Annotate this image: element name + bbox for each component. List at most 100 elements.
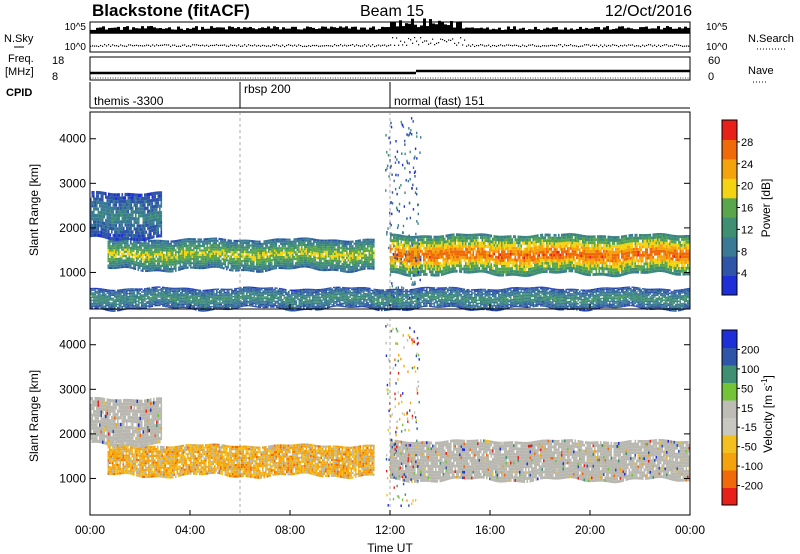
heatmap-cell (531, 235, 533, 239)
heatmap-cell (166, 265, 168, 268)
heatmap-cell (182, 247, 185, 250)
heatmap-cell (248, 244, 251, 247)
heatmap-cell (526, 235, 529, 239)
heatmap-cell (350, 240, 353, 243)
heatmap-cell (230, 246, 233, 249)
noise-sky-bar (528, 29, 531, 33)
heatmap-cell (143, 246, 146, 250)
heatmap-cell (445, 263, 448, 267)
heatmap-cell (442, 258, 445, 262)
heatmap-cell (597, 261, 599, 265)
noise-search-dot (422, 41, 424, 43)
heatmap-cell (465, 264, 467, 268)
heatmap-cell (112, 251, 114, 254)
heatmap-cell (462, 233, 464, 237)
noise-sky-bar (252, 28, 255, 33)
heatmap-cell (454, 252, 457, 256)
heatmap-cell (229, 250, 231, 254)
noise-search-dot (286, 44, 288, 47)
heatmap-cell (412, 253, 415, 257)
heatmap-cell (546, 241, 548, 245)
heatmap-cell (510, 235, 512, 239)
heatmap-cell (606, 267, 608, 271)
heatmap-cell (481, 258, 484, 262)
heatmap-cell (310, 259, 312, 262)
heatmap-cell (361, 254, 363, 257)
heatmap-cell (358, 262, 360, 265)
heatmap-cell (296, 244, 299, 247)
heatmap-cell (621, 250, 623, 253)
heatmap-cell (414, 253, 416, 257)
heatmap-cell (232, 244, 234, 247)
heatmap-cell (251, 249, 254, 252)
heatmap-cell (301, 261, 303, 264)
noise-sky-bar (447, 25, 450, 33)
heatmap-cell (158, 257, 161, 261)
noise-sky-bar (300, 29, 303, 33)
heatmap-cell (242, 268, 245, 272)
heatmap-cell (305, 250, 308, 253)
heatmap-cell (343, 263, 345, 266)
heatmap-cell (232, 242, 234, 245)
heatmap-cell (212, 241, 215, 245)
heatmap-cell (604, 264, 607, 268)
heatmap-cell (233, 260, 236, 263)
heatmap-cell (556, 248, 559, 251)
heatmap-cell (259, 263, 261, 266)
heatmap-cell (459, 239, 461, 242)
freq-tick-right-bottom: 0 (708, 71, 714, 83)
heatmap-cell (429, 252, 431, 256)
heatmap-cell (562, 244, 565, 248)
heatmap-cell (277, 238, 279, 241)
noise-search-dot (240, 45, 242, 47)
heatmap-cell (493, 261, 496, 265)
heatmap-cell (340, 255, 342, 259)
heatmap-cell (496, 273, 499, 277)
heatmap-cell (451, 261, 454, 265)
heatmap-cell (269, 248, 272, 251)
heatmap-cell (507, 241, 509, 245)
heatmap-cell (224, 245, 227, 248)
heatmap-cell (456, 264, 458, 267)
heatmap-cell (119, 261, 122, 265)
heatmap-cell (146, 242, 149, 245)
heatmap-cell (275, 249, 278, 252)
heatmap-cell (430, 252, 433, 256)
heatmap-cell (113, 262, 116, 265)
heatmap-cell (555, 262, 557, 266)
heatmap-cell (215, 263, 218, 266)
noise-search-dot (322, 45, 324, 47)
heatmap-cell (492, 269, 494, 273)
heatmap-cell (266, 267, 269, 270)
heatmap-cell (205, 238, 207, 241)
heatmap-cell (259, 247, 261, 250)
heatmap-cell (621, 235, 623, 239)
heatmap-cell (576, 267, 578, 271)
heatmap-cell (131, 258, 134, 261)
heatmap-cell (639, 259, 641, 263)
heatmap-cell (158, 251, 161, 254)
heatmap-cell (534, 260, 536, 264)
heatmap-cell (233, 248, 236, 252)
heatmap-cell (367, 258, 369, 261)
heatmap-cell (567, 252, 569, 256)
heatmap-cell (480, 255, 482, 259)
heatmap-cell (220, 261, 222, 265)
heatmap-cell (478, 233, 481, 237)
noise-search-dot (288, 44, 290, 46)
heatmap-cell (624, 240, 626, 244)
heatmap-cell (280, 266, 282, 270)
heatmap-cell (583, 252, 586, 256)
heatmap-cell (293, 247, 296, 250)
heatmap-cell (603, 249, 605, 253)
heatmap-cell (541, 261, 544, 265)
heatmap-cell (642, 259, 644, 263)
heatmap-cell (145, 260, 147, 263)
heatmap-cell (639, 245, 641, 249)
heatmap-cell (586, 270, 589, 274)
heatmap-cell (597, 243, 599, 247)
heatmap-cell (535, 260, 538, 264)
heatmap-cell (127, 250, 129, 253)
heatmap-cell (523, 250, 526, 254)
heatmap-cell (241, 241, 243, 245)
